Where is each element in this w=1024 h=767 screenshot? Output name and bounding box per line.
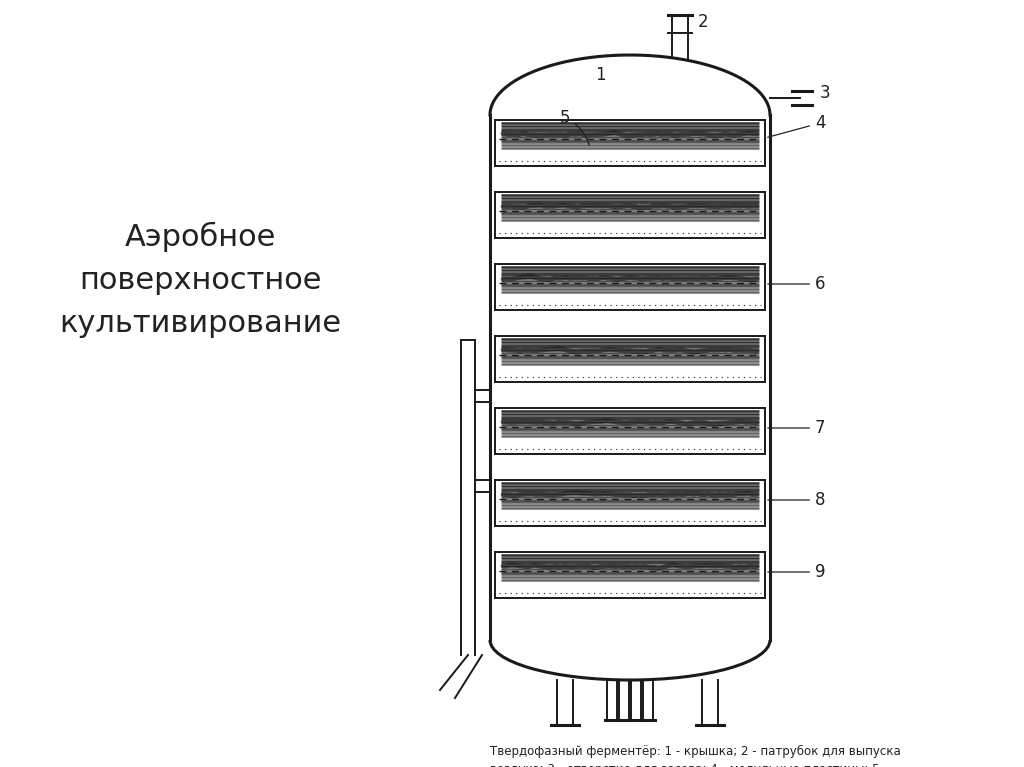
Text: 6: 6 bbox=[768, 275, 825, 293]
Text: Аэробное
поверхностное
культивирование: Аэробное поверхностное культивирование bbox=[59, 222, 341, 338]
Text: 5: 5 bbox=[560, 109, 589, 145]
Text: 8: 8 bbox=[768, 491, 825, 509]
Text: 2: 2 bbox=[698, 13, 709, 31]
Text: 4: 4 bbox=[768, 114, 825, 137]
Text: 1: 1 bbox=[595, 66, 605, 84]
Text: 9: 9 bbox=[768, 563, 825, 581]
Text: Твердофазный ферментёр: 1 - крышка; 2 - патрубок для выпуска
воздуха; 3 - отверс: Твердофазный ферментёр: 1 - крышка; 2 - … bbox=[490, 745, 903, 767]
Text: 3: 3 bbox=[820, 84, 830, 102]
Text: 7: 7 bbox=[768, 419, 825, 437]
